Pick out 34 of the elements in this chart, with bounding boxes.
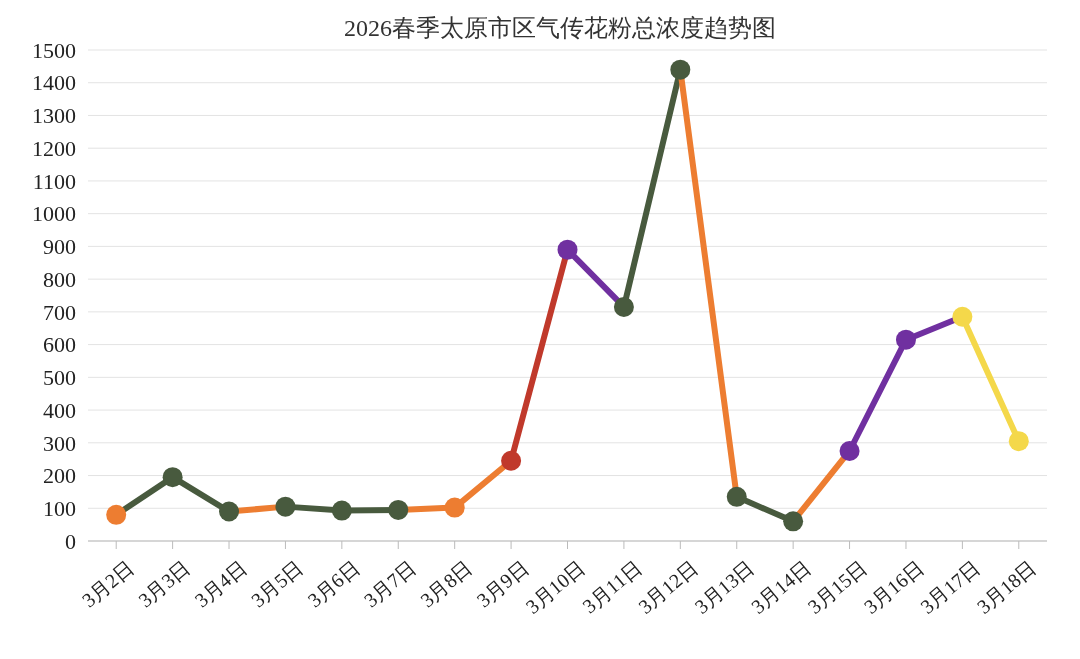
- point: [895, 329, 916, 350]
- point: [557, 239, 578, 260]
- point: [613, 296, 634, 317]
- point: [670, 59, 691, 80]
- y-tick-label: 800: [43, 266, 76, 292]
- point: [726, 486, 747, 507]
- point: [1008, 431, 1029, 452]
- point: [219, 501, 240, 522]
- point: [444, 497, 465, 518]
- y-tick-label: 200: [43, 463, 76, 489]
- point: [388, 499, 409, 520]
- chart-title: 2026春季太原市区气传花粉总浓度趋势图: [344, 15, 776, 41]
- point: [275, 496, 296, 517]
- y-tick-label: 100: [43, 495, 76, 521]
- y-tick-label: 0: [65, 528, 76, 554]
- y-tick-label: 1500: [32, 37, 76, 63]
- point: [952, 306, 973, 327]
- point: [783, 511, 804, 532]
- y-tick-label: 1300: [32, 103, 76, 129]
- y-tick-label: 1400: [32, 70, 76, 96]
- point: [331, 500, 352, 521]
- y-tick-label: 1200: [32, 135, 76, 161]
- point: [501, 450, 522, 471]
- point: [106, 504, 127, 525]
- y-tick-label: 700: [43, 299, 76, 325]
- point: [839, 440, 860, 461]
- point: [162, 467, 183, 488]
- y-tick-label: 1000: [32, 201, 76, 227]
- y-tick-label: 500: [43, 365, 76, 391]
- y-tick-label: 300: [43, 430, 76, 456]
- y-tick-label: 400: [43, 397, 76, 423]
- y-tick-label: 900: [43, 234, 76, 260]
- y-tick-label: 600: [43, 332, 76, 358]
- y-tick-label: 1100: [32, 168, 76, 194]
